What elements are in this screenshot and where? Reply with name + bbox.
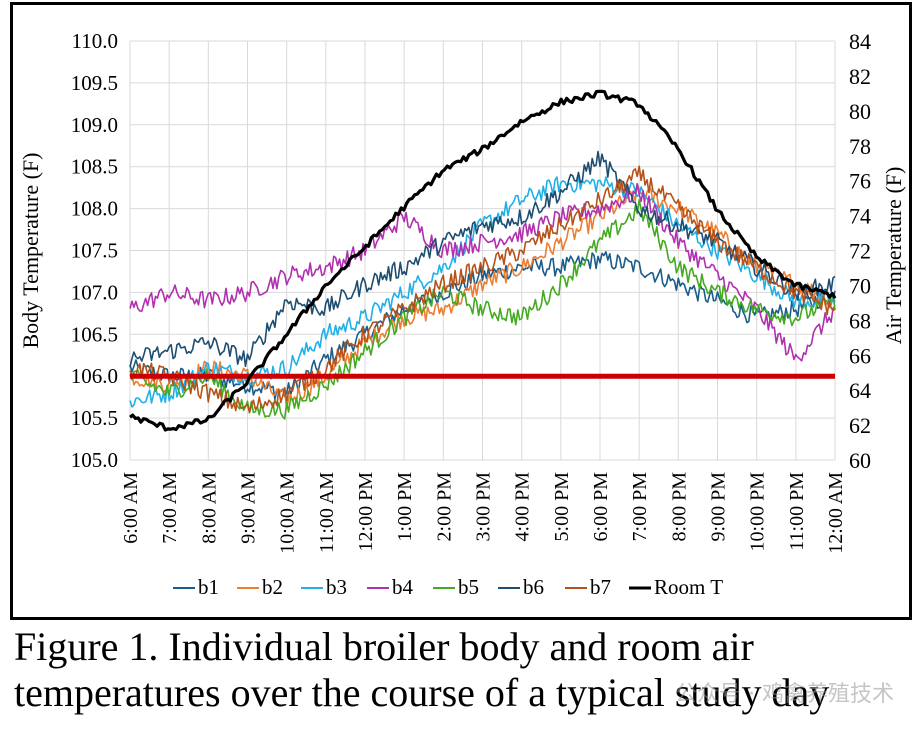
series-line-b6 — [129, 150, 836, 368]
legend-label: b6 — [523, 575, 544, 599]
series-line-room-t — [129, 89, 837, 432]
x-tick-label: 12:00 AM — [825, 472, 847, 554]
y-tick-label: 106.0 — [71, 364, 118, 388]
x-tick-label: 6:00 PM — [590, 472, 612, 542]
y-tick-label: 107.0 — [71, 280, 118, 304]
y2-tick-label: 78 — [849, 134, 871, 159]
series-line-b5 — [129, 199, 836, 420]
legend-label: Room T — [654, 575, 723, 599]
x-tick-label: 9:00 AM — [238, 472, 260, 544]
y2-tick-label: 60 — [849, 448, 871, 473]
y-tick-label: 107.5 — [71, 239, 118, 263]
y2-tick-label: 72 — [849, 239, 871, 264]
legend-label: b5 — [458, 575, 479, 599]
x-tick-label: 1:00 PM — [394, 472, 416, 542]
legend-label: b1 — [198, 575, 219, 599]
figure-caption: Figure 1. Individual broiler body and ro… — [14, 624, 914, 716]
y-tick-label: 105.0 — [71, 448, 118, 472]
legend-label: b3 — [326, 575, 347, 599]
y-axis-title: Body Temperature (F) — [18, 152, 43, 348]
x-tick-label: 10:00 PM — [747, 472, 769, 552]
y-tick-label: 108.5 — [71, 155, 118, 179]
y-tick-label: 109.0 — [71, 113, 118, 137]
legend-label: b2 — [262, 575, 283, 599]
y2-tick-label: 84 — [849, 29, 871, 54]
y-tick-label: 109.5 — [71, 71, 118, 95]
y2-tick-label: 70 — [849, 273, 871, 298]
x-tick-label: 7:00 AM — [159, 472, 181, 544]
x-tick-label: 4:00 PM — [512, 472, 534, 542]
y2-tick-label: 62 — [849, 413, 871, 438]
series-line-b7 — [129, 165, 836, 414]
x-tick-label: 3:00 PM — [473, 472, 495, 542]
legend-label: b7 — [590, 575, 611, 599]
x-tick-label: 9:00 PM — [708, 472, 730, 542]
y2-tick-label: 82 — [849, 64, 871, 89]
chart-frame: 105.0 105.5 106.0 106.5 107.0 107.5 108.0 108.5… — [10, 2, 912, 620]
caption-line-1: Figure 1. Individual broiler body and ro… — [14, 624, 754, 669]
x-tick-label: 11:00 AM — [316, 472, 338, 553]
x-tick-label: 10:00 AM — [277, 472, 299, 554]
y2-tick-label: 66 — [849, 343, 871, 368]
x-tick-label: 6:00 AM — [120, 472, 142, 544]
series-line-b1 — [129, 251, 836, 401]
x-tick-label: 12:00 PM — [355, 472, 377, 552]
x-tick-label: 2:00 PM — [433, 472, 455, 542]
watermark: 公众号 · 鸡禽养殖技术 — [675, 682, 894, 707]
x-tick-label: 7:00 PM — [629, 472, 651, 542]
x-tick-label: 8:00 PM — [668, 472, 690, 542]
x-tick-label: 5:00 PM — [551, 472, 573, 542]
y2-tick-label: 74 — [849, 204, 871, 229]
chart-svg: 105.0 105.5 106.0 106.5 107.0 107.5 108.0 108.5… — [18, 29, 906, 599]
y-tick-label: 106.5 — [71, 322, 118, 346]
y2-tick-label: 80 — [849, 99, 871, 124]
x-tick-label: 8:00 AM — [198, 472, 220, 544]
caption-line-2: temperatures over the course of a typica… — [14, 670, 830, 715]
y2-tick-label: 64 — [849, 378, 871, 403]
y2-tick-label: 76 — [849, 169, 871, 194]
y-tick-label: 110.0 — [72, 29, 118, 53]
series-line-b4 — [129, 182, 836, 362]
y2-axis-title: Air Temperature (F) — [881, 167, 906, 345]
series-line-b2 — [129, 183, 836, 410]
x-tick-label: 11:00 PM — [786, 472, 808, 551]
y-tick-label: 108.0 — [71, 197, 118, 221]
legend-label: b4 — [392, 575, 414, 599]
y-tick-label: 105.5 — [71, 406, 118, 430]
y2-tick-label: 68 — [849, 308, 871, 333]
